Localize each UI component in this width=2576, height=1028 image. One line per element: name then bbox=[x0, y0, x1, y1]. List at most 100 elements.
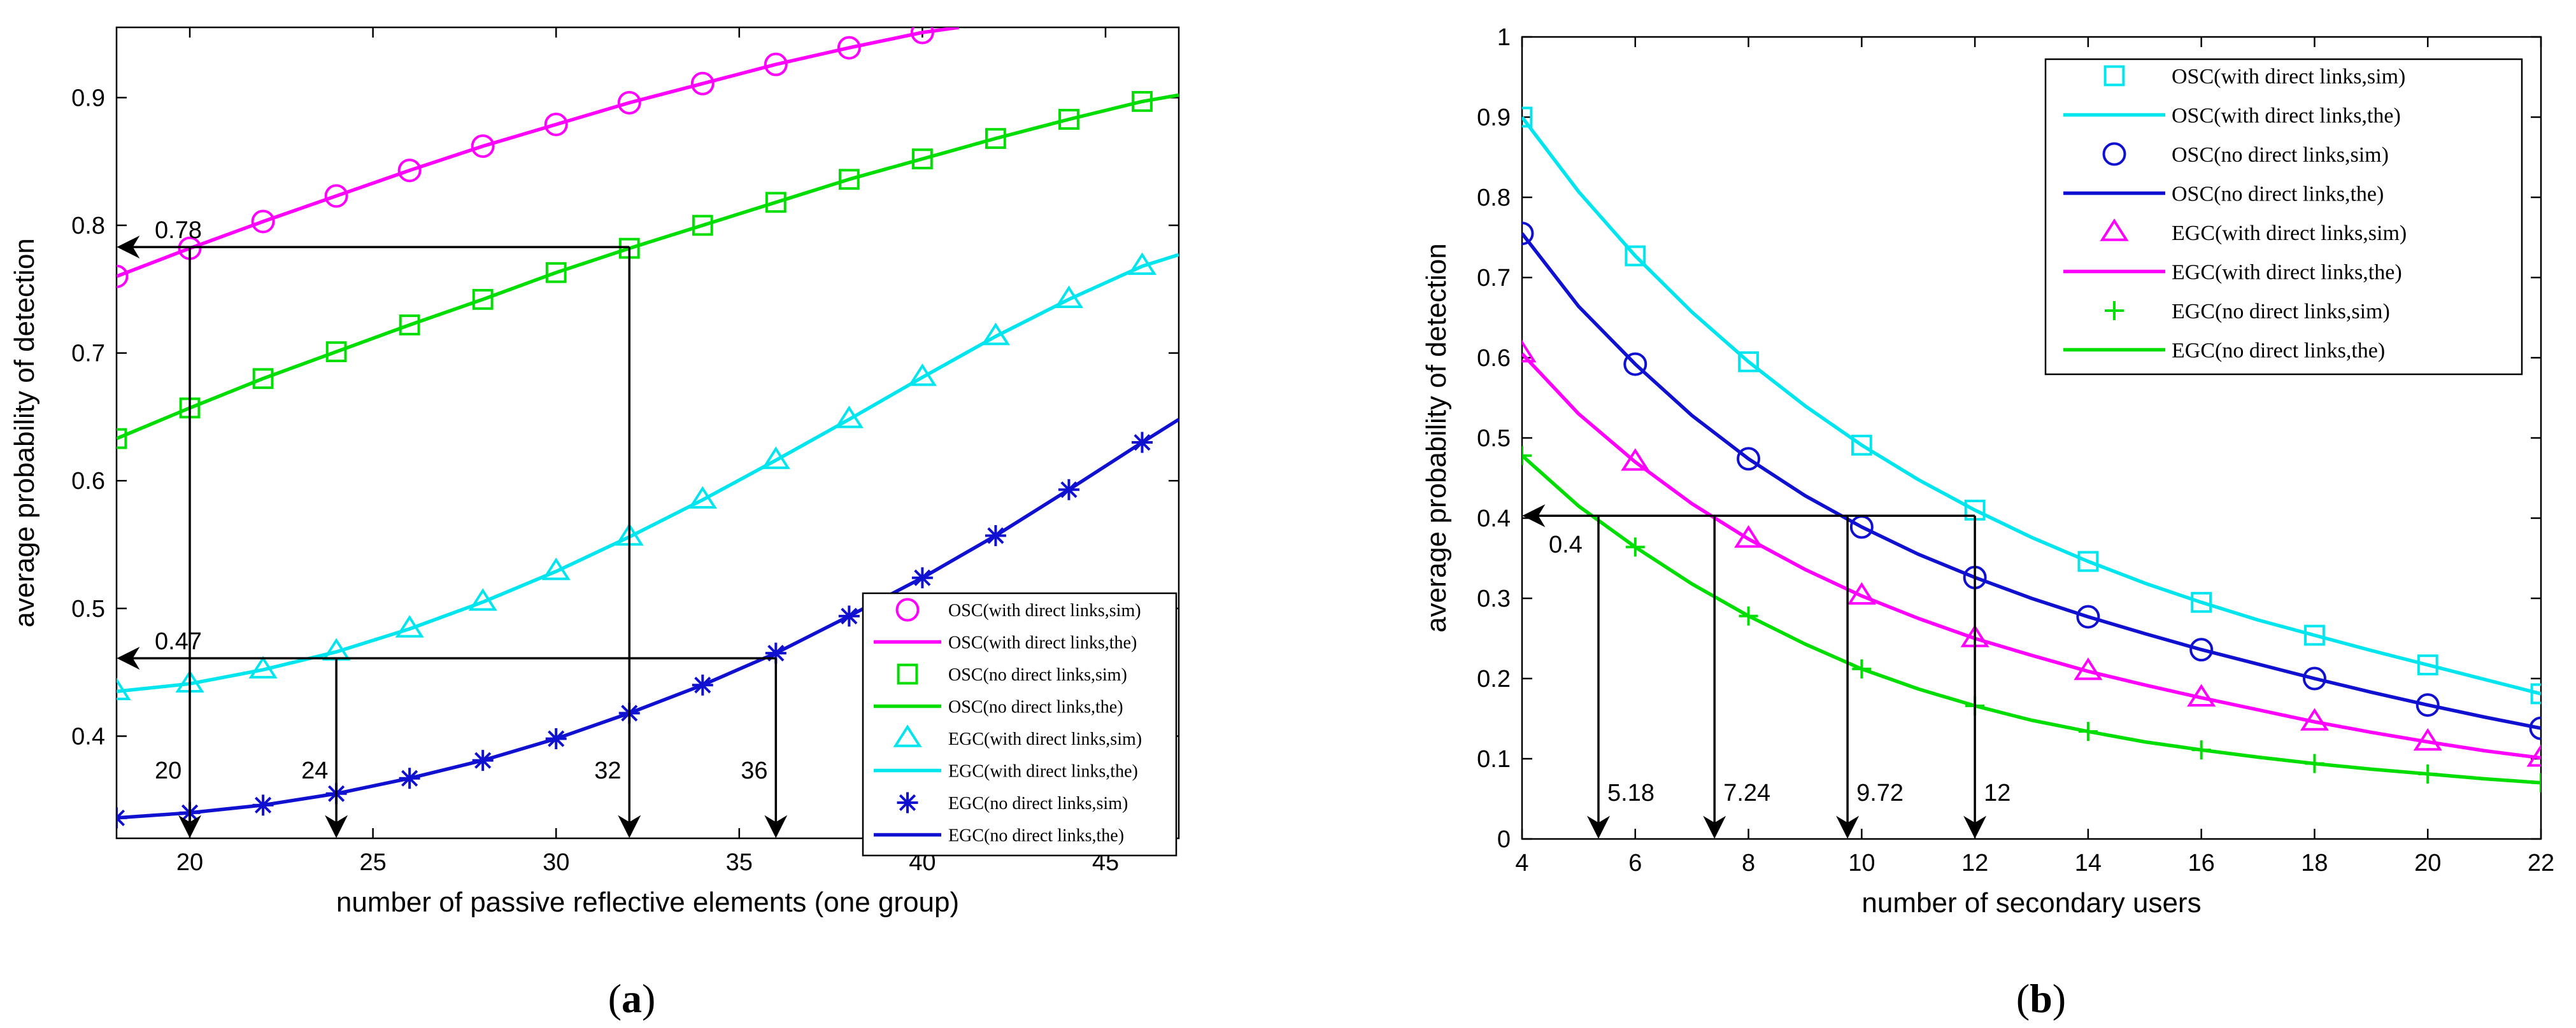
annotation-label: 12 bbox=[1984, 780, 2010, 806]
series-line bbox=[117, 253, 1179, 694]
x-tick-label: 10 bbox=[1848, 850, 1875, 877]
x-tick-label: 4 bbox=[1515, 850, 1528, 877]
data-point-triangle bbox=[981, 322, 1010, 346]
legend-marker-square bbox=[897, 663, 918, 685]
data-point-star bbox=[1058, 479, 1079, 500]
legend-marker-circle bbox=[895, 598, 920, 622]
legend-label: OSC(with direct links,sim) bbox=[948, 601, 1141, 621]
data-point-triangle bbox=[541, 557, 571, 581]
legend-marker-square bbox=[2103, 65, 2125, 87]
data-point-plus bbox=[2078, 722, 2098, 742]
plot-frame-a bbox=[115, 26, 1180, 840]
legend-label: EGC(with direct links,sim) bbox=[2172, 222, 2407, 245]
data-point-triangle bbox=[395, 615, 424, 638]
data-point-triangle bbox=[907, 363, 937, 386]
series-group-a bbox=[117, 27, 1179, 829]
x-tick-label: 18 bbox=[2301, 850, 2328, 877]
data-point-circle bbox=[1737, 447, 1761, 471]
data-point-star bbox=[545, 728, 567, 750]
data-point-square bbox=[838, 169, 860, 190]
caption-close: ) bbox=[642, 976, 655, 1021]
data-point-square bbox=[1851, 434, 1872, 456]
data-point-plus bbox=[1852, 659, 1872, 679]
y-tick-label: 0.9 bbox=[71, 85, 105, 111]
data-point-circle bbox=[910, 27, 934, 45]
x-tick-label: 8 bbox=[1742, 850, 1755, 877]
legend-a: OSC(with direct links,sim) OSC(with direc… bbox=[862, 592, 1178, 857]
data-point-plus bbox=[2305, 754, 2324, 773]
data-point-square bbox=[1625, 245, 1646, 267]
data-point-square bbox=[692, 215, 713, 236]
caption-open: ( bbox=[2016, 976, 2030, 1021]
data-point-triangle bbox=[688, 486, 717, 509]
legend-label: EGC(no direct links,the) bbox=[2172, 339, 2385, 362]
annotation-label: 32 bbox=[594, 757, 621, 784]
data-point-plus bbox=[1739, 606, 1758, 626]
x-axis-label: number of passive reflective elements (o… bbox=[336, 887, 959, 918]
data-point-triangle bbox=[834, 405, 864, 428]
x-tick-label: 35 bbox=[726, 849, 753, 876]
data-point-square bbox=[325, 341, 347, 363]
data-point-square bbox=[1522, 106, 1533, 128]
caption-open: ( bbox=[608, 976, 622, 1021]
legend-label: EGC(with direct links,the) bbox=[948, 761, 1138, 781]
data-point-circle bbox=[2529, 716, 2541, 740]
x-tick-label: 20 bbox=[176, 849, 203, 876]
legend-label: EGC(with direct links,the) bbox=[2172, 260, 2402, 284]
data-point-square bbox=[2530, 683, 2541, 705]
x-tick-label: 20 bbox=[2414, 850, 2441, 877]
y-tick-label: 0.5 bbox=[71, 596, 105, 623]
data-point-square bbox=[911, 148, 933, 170]
data-point-square bbox=[2077, 551, 2099, 572]
data-point-triangle bbox=[2074, 657, 2103, 680]
y-tick-label: 0 bbox=[1497, 826, 1511, 853]
data-point-star bbox=[911, 567, 933, 589]
data-point-triangle bbox=[761, 446, 790, 469]
data-point-star bbox=[838, 605, 860, 627]
data-point-circle bbox=[117, 264, 129, 288]
annotation-group-b: 0.4 5.18 7.24 9.72 12 bbox=[1522, 504, 2010, 839]
data-point-circle bbox=[690, 71, 715, 95]
series-line bbox=[1522, 116, 2541, 696]
x-tick-label: 25 bbox=[359, 849, 386, 876]
data-point-circle bbox=[2189, 638, 2214, 662]
annotation-label: 5.18 bbox=[1607, 780, 1654, 806]
data-point-circle bbox=[251, 209, 275, 234]
caption-a: (a) bbox=[608, 976, 656, 1021]
data-point-plus bbox=[2191, 740, 2211, 760]
legend-marker-plus bbox=[2105, 301, 2124, 320]
data-point-square bbox=[765, 192, 786, 213]
series-group-b bbox=[1522, 106, 2541, 792]
data-point-star bbox=[399, 768, 420, 789]
data-point-circle bbox=[324, 184, 348, 208]
data-point-square bbox=[399, 314, 420, 335]
legend-label: EGC(with direct links,sim) bbox=[948, 729, 1142, 749]
legend-label: OSC(no direct links,sim) bbox=[948, 665, 1127, 685]
data-point-square bbox=[2191, 591, 2212, 613]
y-tick-label: 0.5 bbox=[1477, 425, 1511, 452]
legend-label: EGC(no direct links,the) bbox=[948, 826, 1124, 845]
y-tick-label: 0.8 bbox=[1477, 185, 1511, 211]
data-point-square bbox=[1058, 109, 1079, 130]
annotation-group-a: 0.78 0.47 20 32 24 36 bbox=[117, 217, 788, 838]
y-tick-label: 0.9 bbox=[1477, 104, 1511, 131]
data-point-square bbox=[2417, 654, 2438, 675]
y-tick-label: 0.7 bbox=[1477, 265, 1511, 292]
y-tick-label: 0.4 bbox=[71, 723, 105, 750]
data-point-star bbox=[117, 807, 127, 829]
annotation-label: 0.47 bbox=[155, 628, 202, 655]
legend-label: OSC(no direct links,sim) bbox=[2172, 143, 2389, 167]
x-tick-label: 12 bbox=[1961, 850, 1988, 877]
y-tick-label: 0.7 bbox=[71, 341, 105, 367]
data-point-plus bbox=[1625, 537, 1645, 557]
data-point-triangle bbox=[117, 677, 131, 700]
data-point-triangle bbox=[1127, 252, 1157, 275]
data-point-star bbox=[692, 674, 713, 696]
series-line bbox=[117, 93, 1179, 440]
y-tick-label: 0.6 bbox=[71, 468, 105, 495]
x-tick-label: 6 bbox=[1628, 850, 1642, 877]
data-point-triangle bbox=[1734, 525, 1763, 548]
data-point-square bbox=[545, 262, 567, 283]
annotation-label: 0.78 bbox=[155, 217, 202, 244]
